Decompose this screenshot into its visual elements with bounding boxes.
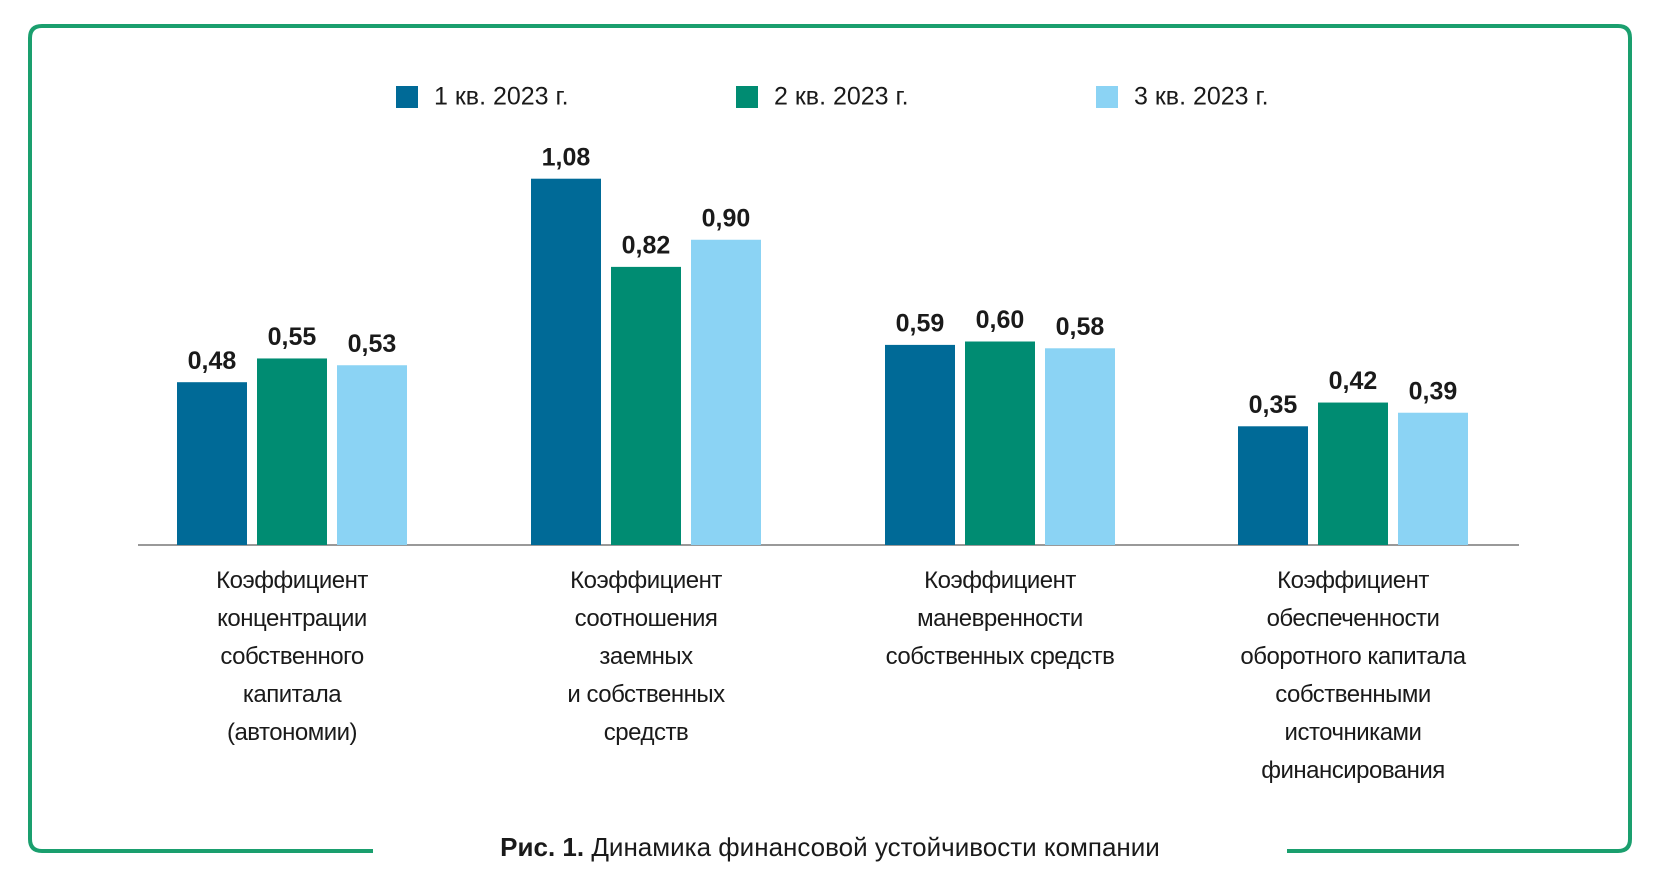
legend-swatch [396,86,418,108]
value-label: 0,48 [188,347,237,375]
value-label: 0,55 [268,323,317,351]
value-label: 0,35 [1249,391,1298,419]
x-tick-label: Коэффициент концентрации собственного ка… [216,567,368,746]
bar [965,341,1035,545]
bar [1398,412,1468,545]
bar [1238,426,1308,545]
bar [531,178,601,545]
legend-label: 3 кв. 2023 г. [1134,83,1269,111]
caption: Рис. 1. Динамика финансовой устойчивости… [0,832,1660,863]
value-label: 1,08 [542,143,591,171]
x-tick-label: Коэффициент маневренности собственных ср… [885,567,1115,670]
legend-swatch [1096,86,1118,108]
bar [1045,348,1115,545]
bar [611,266,681,545]
x-tick-label: Коэффициент обеспеченности оборотного ка… [1240,567,1466,784]
caption-text: Динамика финансовой устойчивости компани… [591,832,1160,862]
legend-label: 1 кв. 2023 г. [434,83,569,111]
value-label: 0,53 [348,330,397,358]
x-tick-label: Коэффициент соотношения заемных и собств… [567,567,725,746]
bar [1318,402,1388,545]
bar [885,344,955,545]
legend-swatch [736,86,758,108]
value-label: 0,58 [1056,313,1105,341]
value-label: 0,82 [622,231,671,259]
caption-label: Рис. 1. [500,832,585,862]
value-label: 0,39 [1409,377,1458,405]
value-label: 0,42 [1329,367,1378,395]
legend-label: 2 кв. 2023 г. [774,83,909,111]
frame [28,24,1632,853]
value-label: 0,60 [976,306,1025,334]
bar [257,358,327,545]
bar [177,382,247,545]
bar [337,365,407,545]
value-label: 0,59 [896,310,945,338]
bar [691,239,761,545]
value-label: 0,90 [702,204,751,232]
